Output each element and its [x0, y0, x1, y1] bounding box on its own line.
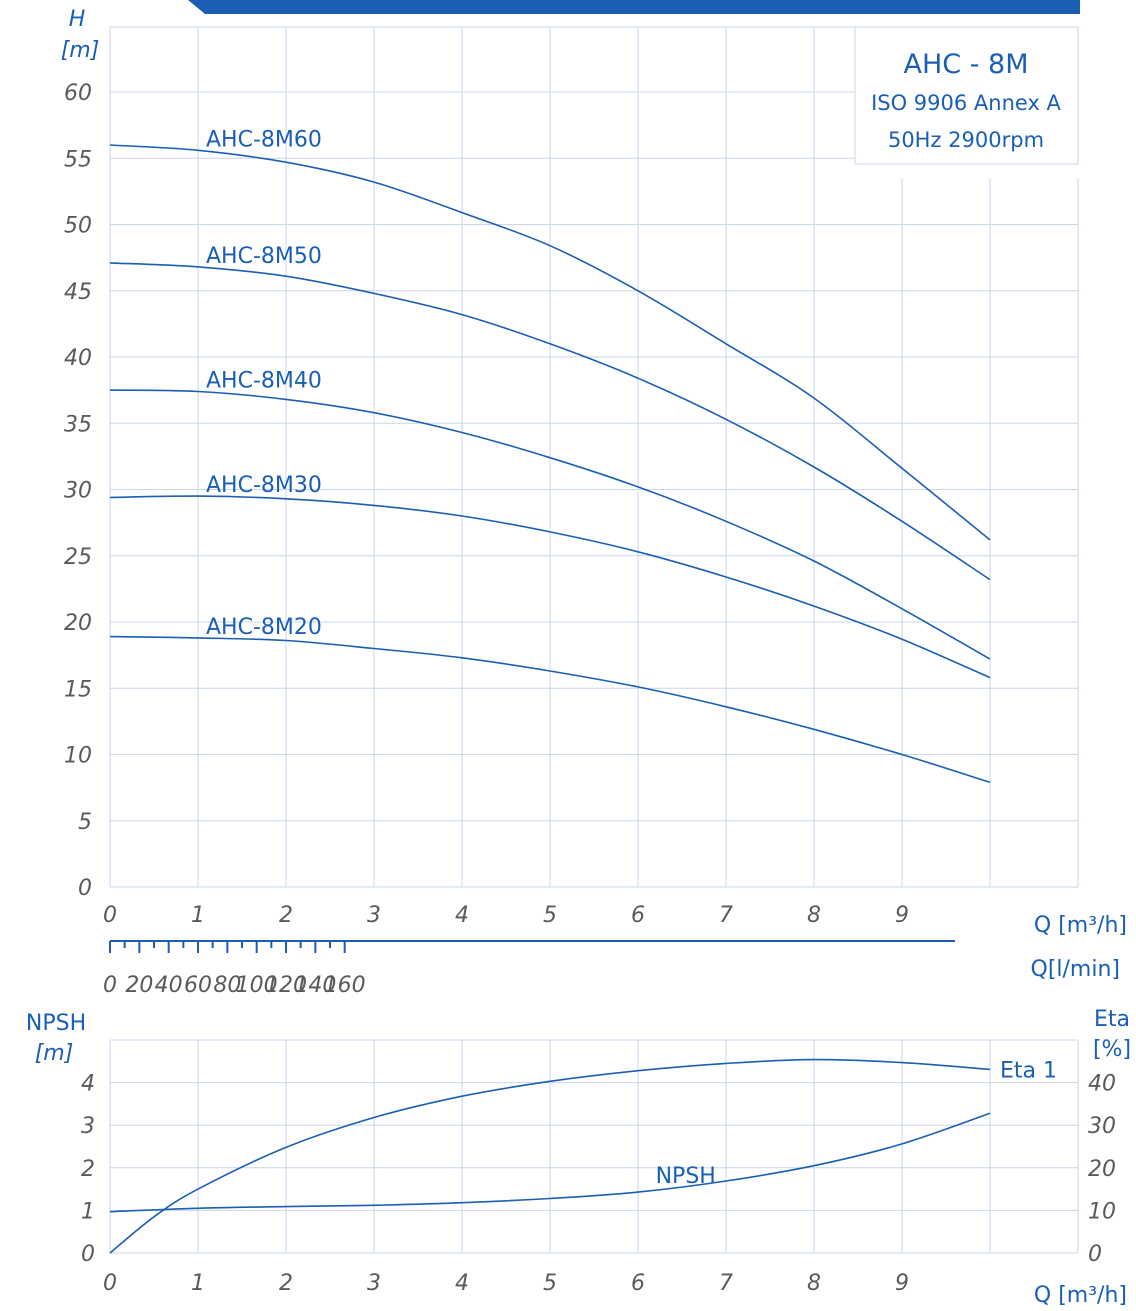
- lmin-tick-label: 40: [155, 973, 183, 998]
- x-tick-label: 0: [103, 903, 117, 928]
- y-tick-label: 30: [64, 479, 92, 504]
- lmin-tick-label: 20: [125, 973, 153, 998]
- curve-label: AHC-8M40: [206, 368, 322, 393]
- y-tick-label: 35: [64, 412, 92, 437]
- npsh-tick-label: 1: [81, 1199, 95, 1224]
- head-curve-ahc-8m60: [109, 144, 991, 541]
- lower-x-tick-label: 0: [103, 1271, 117, 1296]
- head-chart-grid: [109, 26, 1079, 888]
- eta-tick-label: 10: [1088, 1199, 1116, 1224]
- lower-x-tick-label: 4: [455, 1271, 469, 1296]
- head-chart: AHC-8M60 AHC-8M50 AHC-8M40 AHC-8M30 AHC-8M20…: [61, 7, 1127, 938]
- lmin-tick-label: 100: [236, 973, 278, 998]
- lmin-tick-label: 120: [265, 973, 307, 998]
- npsh-curve: [109, 1112, 991, 1213]
- head-curve-ahc-8m20: [109, 635, 991, 784]
- lmin-tick-label: 0: [103, 973, 117, 998]
- x-axis-title-lmin: Q[l/min]: [1031, 957, 1121, 982]
- npsh-tick-label: 2: [81, 1157, 95, 1182]
- curve-label: AHC-8M30: [206, 473, 322, 498]
- x-tick-label: 6: [631, 903, 645, 928]
- lower-x-tick-label: 8: [807, 1271, 821, 1296]
- x-tick-label: 3: [367, 903, 381, 928]
- curve-label: AHC-8M50: [206, 244, 322, 269]
- head-curve-ahc-8m40: [109, 389, 991, 660]
- npsh-tick-label: 3: [81, 1114, 95, 1139]
- x-tick-label: 5: [543, 903, 557, 928]
- header-banner: [188, 0, 1080, 14]
- x-tick-label: 7: [719, 903, 733, 928]
- y-axis-unit-m: [m]: [61, 38, 100, 63]
- y-axis-unit-npsh: [m]: [35, 1041, 74, 1066]
- lower-x-tick-label: 7: [719, 1271, 733, 1296]
- npsh-tick-label: 4: [81, 1072, 95, 1097]
- y-axis-title-eta: Eta: [1094, 1007, 1130, 1032]
- x-tick-label: 8: [807, 903, 821, 928]
- y-tick-label: 0: [78, 876, 92, 901]
- y-tick-label: 5: [78, 810, 92, 835]
- info-speed: 50Hz 2900rpm: [888, 128, 1044, 152]
- head-chart-curves: AHC-8M60 AHC-8M50 AHC-8M40 AHC-8M30 AHC-8M20: [109, 127, 991, 784]
- x-tick-label: 1: [191, 903, 205, 928]
- eta-tick-label: 20: [1088, 1157, 1116, 1182]
- lower-x-tick-label: 3: [367, 1271, 381, 1296]
- npsh-eta-grid: [109, 1039, 1079, 1254]
- eta-tick-label: 40: [1088, 1072, 1116, 1097]
- npsh-eta-curves: Eta 1 NPSH: [109, 1058, 1057, 1254]
- x-axis-title-q-lower: Q [m³/h]: [1034, 1283, 1127, 1308]
- lower-x-tick-label: 1: [191, 1271, 205, 1296]
- y-tick-label: 55: [64, 147, 92, 172]
- y-tick-label: 50: [64, 214, 92, 239]
- y-tick-label: 60: [64, 81, 92, 106]
- npsh-curve-label: NPSH: [656, 1164, 716, 1189]
- lmin-tick-label: 160: [324, 973, 366, 998]
- x-tick-label: 4: [455, 903, 469, 928]
- y-axis-title-h: H: [69, 7, 86, 32]
- y-tick-label: 25: [64, 545, 92, 570]
- head-curve-ahc-8m30: [109, 495, 991, 679]
- y-axis-title-npsh: NPSH: [26, 1011, 86, 1036]
- y-tick-label: 15: [64, 677, 92, 702]
- x-axis-title-q: Q [m³/h]: [1034, 913, 1127, 938]
- npsh-tick-label: 0: [81, 1242, 95, 1267]
- eta-curve-label: Eta 1: [1000, 1058, 1057, 1083]
- lower-x-tick-label: 2: [279, 1271, 293, 1296]
- lmin-tick-label: 60: [184, 973, 212, 998]
- eta-curve: [109, 1058, 991, 1254]
- y-tick-label: 40: [64, 346, 92, 371]
- lower-x-tick-label: 9: [895, 1271, 909, 1296]
- info-model: AHC - 8M: [903, 49, 1028, 80]
- x-tick-label: 2: [279, 903, 293, 928]
- curve-label: AHC-8M20: [206, 615, 322, 640]
- x-tick-label: 9: [895, 903, 909, 928]
- lmin-tick-label: 80: [213, 973, 241, 998]
- head-curve-ahc-8m50: [109, 262, 991, 581]
- eta-tick-label: 30: [1088, 1114, 1116, 1139]
- info-box: AHC - 8M ISO 9906 Annex A 50Hz 2900rpm: [854, 26, 1079, 165]
- eta-tick-label: 0: [1088, 1242, 1102, 1267]
- lmin-tick-label: 140: [294, 973, 336, 998]
- y-tick-label: 20: [64, 611, 92, 636]
- info-standard: ISO 9906 Annex A: [871, 91, 1061, 115]
- lower-x-tick-label: 6: [631, 1271, 645, 1296]
- y-tick-label: 45: [64, 280, 92, 305]
- y-tick-label: 10: [64, 744, 92, 769]
- y-axis-unit-eta: [%]: [1093, 1037, 1131, 1062]
- curve-label: AHC-8M60: [206, 127, 322, 152]
- lower-x-tick-label: 5: [543, 1271, 557, 1296]
